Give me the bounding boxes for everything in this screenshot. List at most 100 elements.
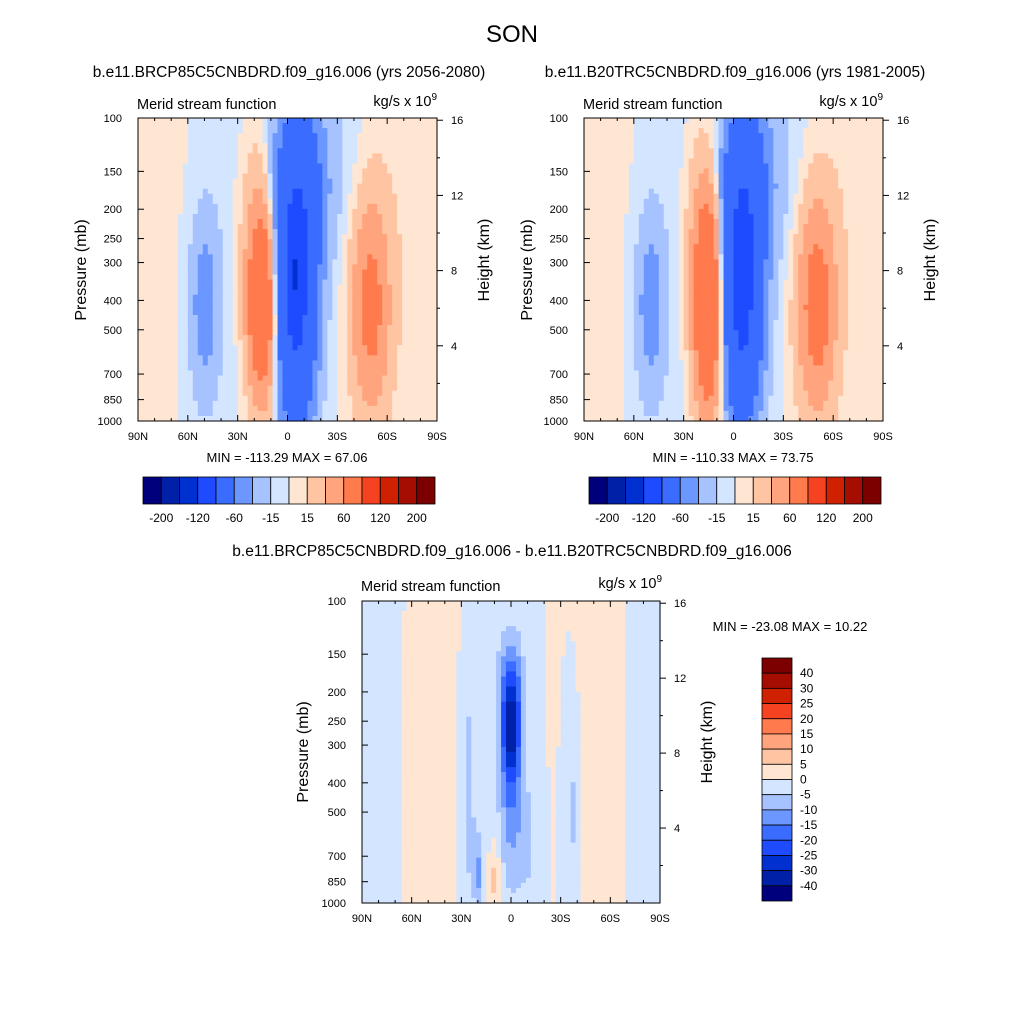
contour-cell — [307, 345, 314, 351]
contour-cell — [237, 299, 244, 306]
contour-cell — [247, 335, 254, 341]
contour-cell — [147, 299, 154, 306]
contour-cell — [603, 213, 610, 220]
contour-cell — [182, 148, 189, 154]
contour-cell — [793, 173, 799, 180]
contour-cell — [327, 254, 333, 260]
contour-cell — [763, 219, 769, 225]
contour-cell — [347, 274, 353, 281]
contour-cell — [337, 183, 343, 190]
contour-cell — [432, 335, 438, 341]
figure-title: SON — [486, 21, 538, 48]
contour-cell — [332, 264, 338, 271]
contour-cell — [407, 224, 413, 230]
contour-cell — [863, 178, 869, 185]
contour-cell — [613, 118, 620, 124]
contour-cell — [138, 198, 144, 205]
contour-cell — [197, 365, 204, 372]
contour-cell — [828, 198, 834, 205]
contour-cell — [332, 405, 338, 412]
contour-cell — [217, 269, 224, 276]
contour-cell — [387, 213, 393, 220]
contour-cell — [207, 289, 214, 296]
contour-cell — [362, 178, 368, 185]
contour-cell — [317, 325, 323, 331]
contour-cell — [277, 395, 284, 402]
contour-cell — [237, 183, 244, 190]
contour-cell — [187, 405, 194, 412]
contour-cell — [743, 158, 750, 165]
contour-cell — [322, 375, 328, 382]
contour-cell — [242, 294, 249, 301]
contour-cell — [272, 390, 279, 397]
contour-cell — [658, 163, 665, 170]
contour-cell — [838, 128, 844, 134]
contour-cell — [698, 198, 705, 205]
contour-cell — [202, 183, 209, 190]
contour-cell — [322, 173, 328, 180]
contour-cell — [327, 330, 333, 336]
contour-cell — [362, 254, 368, 260]
contour-cell — [332, 299, 338, 306]
contour-cell — [207, 188, 214, 195]
contour-cell — [633, 178, 640, 185]
contour-cell — [407, 269, 413, 276]
contour-cell — [412, 163, 418, 170]
contour-cell — [362, 163, 368, 170]
contour-cell — [327, 244, 333, 250]
contour-cell — [783, 203, 789, 210]
contour-cell — [322, 410, 328, 417]
contour-cell — [387, 158, 393, 165]
contour-cell — [297, 193, 304, 200]
contour-cell — [613, 148, 620, 154]
contour-cell — [593, 143, 600, 149]
contour-cell — [407, 274, 413, 281]
contour-cell — [267, 183, 274, 190]
contour-cell — [222, 345, 229, 351]
contour-cell — [422, 203, 428, 210]
contour-cell — [217, 158, 224, 165]
contour-cell — [763, 203, 769, 210]
contour-cell — [773, 163, 779, 170]
contour-cell — [367, 128, 373, 134]
contour-cell — [207, 229, 214, 235]
contour-cell — [753, 178, 760, 185]
contour-cell — [372, 400, 378, 407]
contour-cell — [718, 118, 725, 124]
contour-cell — [297, 380, 304, 387]
contour-cell — [257, 128, 264, 134]
contour-cell — [332, 335, 338, 341]
contour-cell — [402, 244, 408, 250]
contour-cell — [347, 365, 353, 372]
contour-cell — [222, 269, 229, 276]
contour-cell — [863, 213, 869, 220]
contour-cell — [327, 239, 333, 245]
contour-cell — [698, 168, 705, 175]
contour-cell — [422, 410, 428, 417]
contour-cell — [663, 168, 670, 175]
contour-cell — [603, 153, 610, 159]
contour-cell — [252, 133, 259, 139]
contour-cell — [167, 168, 174, 175]
contour-cell — [242, 355, 249, 361]
contour-cell — [212, 380, 219, 387]
contour-cell — [252, 193, 259, 200]
contour-cell — [287, 128, 294, 134]
contour-cell — [332, 219, 338, 225]
contour-cell — [207, 153, 214, 159]
contour-cell — [172, 158, 179, 165]
contour-cell — [397, 294, 403, 301]
contour-cell — [287, 264, 294, 271]
contour-cell — [157, 158, 164, 165]
contour-cell — [312, 335, 318, 341]
contour-cell — [207, 355, 214, 361]
contour-cell — [407, 380, 413, 387]
contour-cell — [813, 213, 819, 220]
contour-cell — [337, 138, 343, 144]
contour-cell — [138, 178, 144, 185]
contour-cell — [628, 203, 635, 210]
contour-cell — [157, 320, 164, 326]
contour-cell — [287, 178, 294, 185]
contour-cell — [813, 138, 819, 144]
contour-cell — [402, 390, 408, 397]
